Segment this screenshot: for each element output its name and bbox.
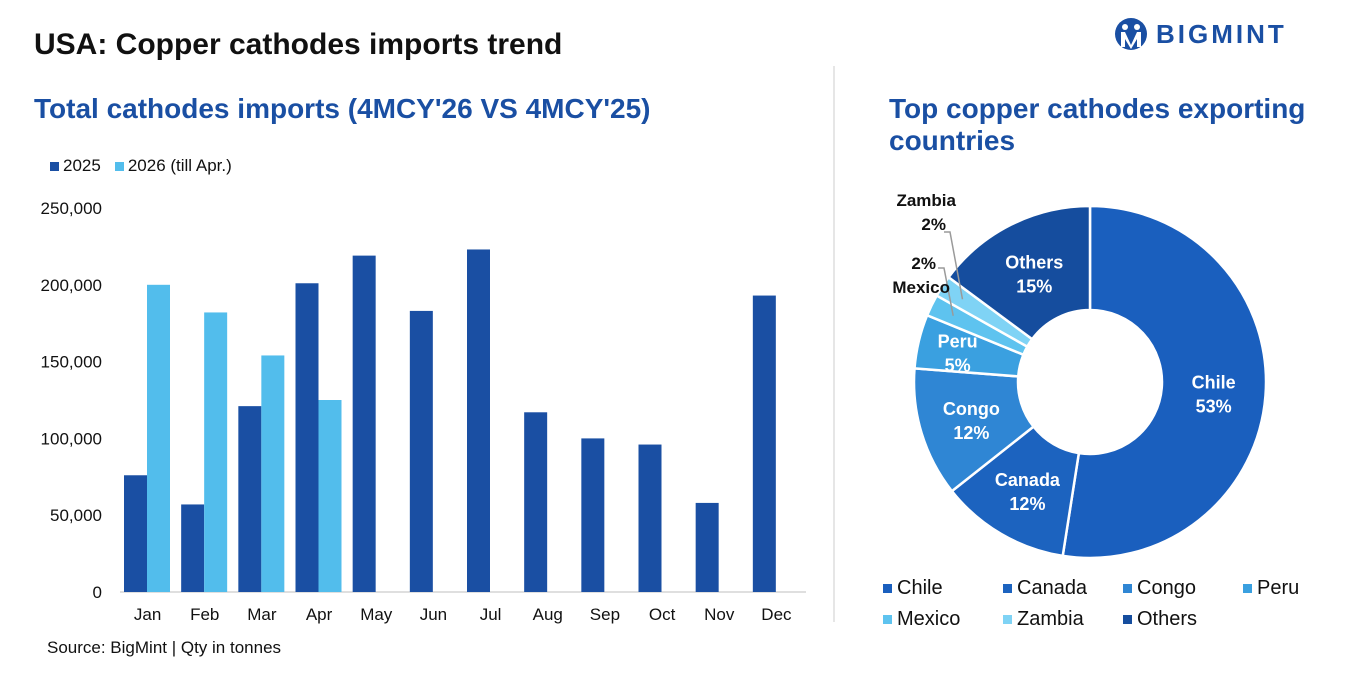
x-tick-label: Jul	[480, 605, 502, 624]
legend-label-2025: 2025	[63, 156, 101, 175]
bar-2026-feb	[204, 312, 228, 592]
slice-label-peru: Peru	[938, 332, 978, 352]
donut-legend-label-mexico: Mexico	[897, 608, 961, 630]
slice-label-chile: Chile	[1192, 373, 1236, 393]
donut-legend-swatch-peru	[1243, 584, 1252, 593]
donut-legend-swatch-mexico	[883, 615, 892, 624]
y-tick-label: 150,000	[41, 353, 102, 372]
bar-2025-mar	[238, 406, 262, 592]
x-tick-label: Nov	[704, 605, 735, 624]
panel-divider	[833, 66, 835, 622]
donut-legend-label-congo: Congo	[1137, 577, 1196, 599]
x-tick-label: Dec	[761, 605, 792, 624]
donut-legend-item-chile: Chile	[883, 577, 1003, 600]
donut-legend-label-chile: Chile	[897, 577, 943, 599]
slice-label-zambia: Zambia	[896, 191, 956, 210]
donut-legend-item-congo: Congo	[1123, 577, 1243, 600]
donut-legend-item-mexico: Mexico	[883, 608, 1003, 631]
slice-value-canada: 12%	[1009, 494, 1045, 514]
bar-2025-sep	[581, 438, 605, 592]
bar-2025-jul	[467, 249, 490, 593]
slice-value-chile: 53%	[1196, 397, 1232, 417]
donut-legend-item-peru: Peru	[1243, 577, 1343, 600]
legend-swatch-2026	[114, 161, 124, 171]
bar-2025-aug	[524, 412, 548, 592]
y-tick-label: 50,000	[50, 506, 102, 525]
pie-chart-title: Top copper cathodes exporting countries	[889, 93, 1306, 156]
source-note: Source: BigMint | Qty in tonnes	[47, 638, 282, 657]
donut-legend-item-canada: Canada	[1003, 577, 1123, 600]
slice-value-mexico: 2%	[911, 254, 936, 273]
legend-item-2025: 2025	[50, 156, 101, 176]
bar-2026-jan	[147, 284, 170, 592]
donut-legend-label-zambia: Zambia	[1017, 608, 1084, 630]
slice-label-others: Others	[1005, 252, 1063, 272]
x-tick-label: Feb	[190, 605, 219, 624]
logo-text: BIGMINT	[1156, 18, 1287, 49]
slice-value-zambia: 2%	[921, 215, 946, 234]
donut-chart: Chile 53% Canada 12% Congo 12% Peru 5% Mexico 2% Z…	[892, 191, 1268, 560]
bar-2025-apr	[295, 283, 319, 592]
donut-legend-swatch-chile	[883, 584, 892, 593]
donut-legend-swatch-zambia	[1003, 615, 1012, 624]
donut-legend-swatch-others	[1123, 615, 1132, 624]
bar-2025-oct	[638, 444, 662, 592]
bar-2025-feb	[181, 504, 205, 592]
bar-2025-jun	[409, 310, 433, 592]
x-tick-label: Jun	[420, 605, 447, 624]
bar-chart-legend: 2025 2026 (till Apr.)	[50, 156, 232, 176]
slice-label-congo: Congo	[943, 399, 1000, 419]
page-title: USA: Copper cathodes imports trend	[34, 28, 563, 61]
x-tick-label: Apr	[306, 605, 333, 624]
donut-legend: Chile Canada Congo Peru Mexico Zambia Others	[883, 577, 1343, 631]
donut-legend-label-peru: Peru	[1257, 577, 1300, 599]
donut-legend-swatch-congo	[1123, 584, 1132, 593]
y-tick-label: 0	[93, 583, 102, 602]
slice-label-mexico: Mexico	[892, 278, 950, 297]
bar-2025-may	[352, 255, 376, 592]
legend-swatch-2025	[50, 161, 59, 171]
slice-value-others: 15%	[1016, 276, 1052, 296]
donut-legend-item-others: Others	[1123, 608, 1243, 631]
y-tick-label: 200,000	[41, 276, 102, 295]
donut-legend-swatch-canada	[1003, 584, 1012, 593]
x-tick-label: Sep	[590, 605, 620, 624]
logo-icon	[1115, 18, 1147, 50]
bar-2025-nov	[695, 502, 719, 592]
y-tick-label: 100,000	[41, 429, 102, 448]
y-tick-label: 250,000	[41, 199, 102, 218]
leader-line-zambia	[944, 231, 964, 300]
slice-value-peru: 5%	[945, 356, 971, 376]
x-tick-label: Jan	[134, 605, 161, 624]
bigmint-logo: BIGMINT	[1114, 14, 1287, 54]
slice-chile	[1061, 204, 1268, 560]
slice-label-canada: Canada	[995, 470, 1061, 490]
bar-chart: 0 50,000 100,000 150,000 200,000 250,000 Jan Fe…	[41, 199, 806, 624]
bar-2026-mar	[261, 355, 285, 592]
bar-2025-dec	[752, 295, 776, 592]
slice-value-congo: 12%	[953, 423, 989, 443]
donut-legend-label-canada: Canada	[1017, 577, 1088, 599]
legend-item-2026: 2026 (till Apr.)	[114, 156, 232, 176]
legend-label-2026: 2026 (till Apr.)	[127, 156, 232, 175]
x-tick-label: Mar	[247, 605, 277, 624]
donut-legend-item-zambia: Zambia	[1003, 608, 1123, 631]
leader-line-mexico	[938, 267, 954, 316]
x-tick-label: Aug	[533, 605, 563, 624]
slice-others	[946, 204, 1092, 341]
bar-2026-apr	[318, 400, 342, 592]
bar-chart-title: Total cathodes imports (4MCY'26 VS 4MCY'…	[34, 93, 651, 124]
x-tick-label: May	[360, 605, 393, 624]
bar-2025-jan	[124, 475, 147, 592]
x-tick-label: Oct	[649, 605, 676, 624]
donut-legend-label-others: Others	[1137, 608, 1198, 630]
